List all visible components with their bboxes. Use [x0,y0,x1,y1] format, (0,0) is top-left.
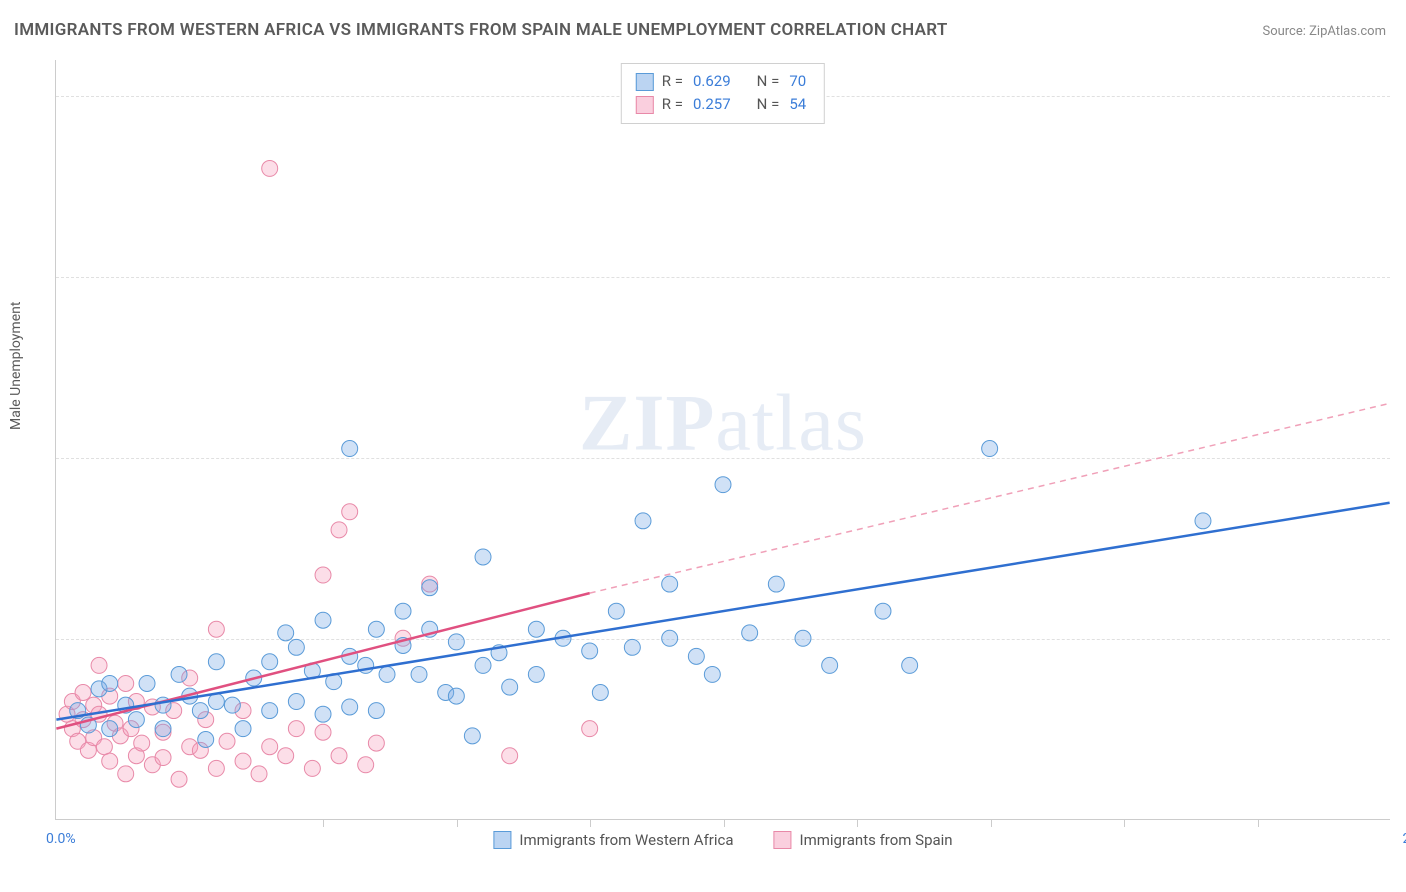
x-tick [1258,819,1259,827]
x-tick [323,819,324,827]
x-tick [457,819,458,827]
legend-row-0: R = 0.629 N = 70 [636,70,810,93]
r-label-0: R = [662,70,683,93]
r-label-1: R = [662,93,683,116]
source-attribution: Source: ZipAtlas.com [1262,24,1386,39]
x-tick [724,819,725,827]
x-tick [590,819,591,827]
legend-swatch-pink [636,96,654,114]
x-tick [857,819,858,827]
legend-bottom-label-1: Immigrants from Spain [800,831,953,849]
source-label: Source: [1262,24,1309,39]
n-value-1: 54 [787,93,810,116]
x-tick [991,819,992,827]
chart-svg [56,60,1390,819]
plot-area: ZIPatlas 10.0%20.0%30.0%40.0% 0.0% 25.0%… [55,60,1390,820]
n-label-0: N = [757,70,780,93]
x-origin-label: 0.0% [46,831,76,847]
y-axis-label: Male Unemployment [8,302,24,430]
n-value-0: 70 [787,70,810,93]
legend-swatch-blue [636,73,654,91]
chart-title: IMMIGRANTS FROM WESTERN AFRICA VS IMMIGR… [14,20,948,40]
legend-bottom-swatch-pink [774,831,792,849]
legend-row-1: R = 0.257 N = 54 [636,93,810,116]
x-tick [1124,819,1125,827]
legend-bottom: Immigrants from Western Africa Immigrant… [493,831,952,849]
n-label-1: N = [757,93,780,116]
legend-bottom-item-1: Immigrants from Spain [774,831,953,849]
r-value-0: 0.629 [691,70,749,93]
legend-bottom-swatch-blue [493,831,511,849]
r-value-1: 0.257 [691,93,749,116]
legend-bottom-item-0: Immigrants from Western Africa [493,831,733,849]
source-name: ZipAtlas.com [1309,24,1386,39]
x-end-label: 25.0% [1402,831,1406,847]
legend-stats-box: R = 0.629 N = 70 R = 0.257 N = 54 [621,63,825,124]
legend-bottom-label-0: Immigrants from Western Africa [519,831,733,849]
